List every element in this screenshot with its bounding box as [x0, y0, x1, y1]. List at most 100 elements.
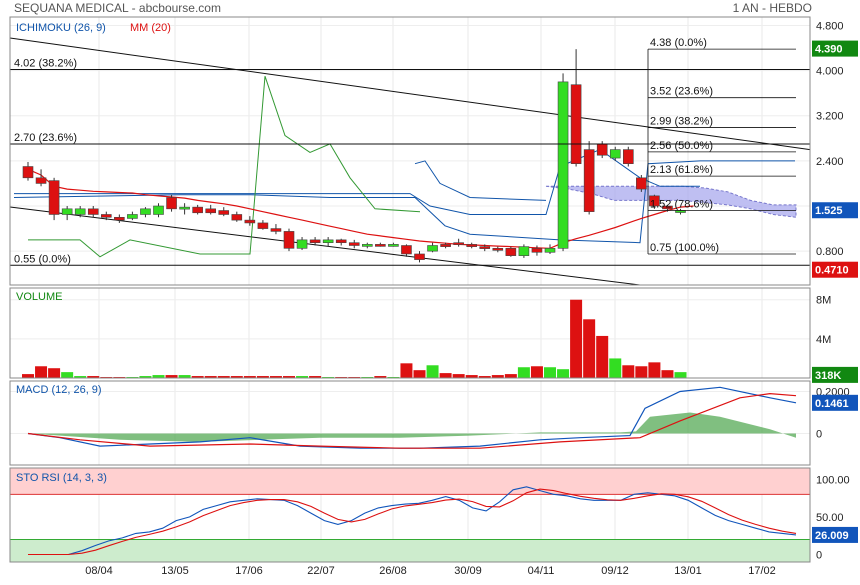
macd-badge-bg: [812, 394, 858, 411]
volume-bar: [191, 376, 204, 378]
candle-body: [479, 246, 491, 249]
candle-body: [166, 197, 177, 210]
candle-body: [22, 166, 34, 179]
volume-bar: [557, 369, 570, 378]
candle-body: [570, 84, 582, 164]
volume-axis-tick: 4M: [816, 334, 831, 346]
volume-bar: [296, 376, 309, 378]
price-axis-tick: 2.400: [816, 156, 844, 168]
low-price-badge: 0.4710: [815, 265, 849, 277]
fib-retrace-label: 4.38 (0.0%): [650, 37, 707, 49]
fib-retrace-label: 2.56 (50.0%): [650, 140, 713, 152]
ichimoku-tenkan-line: [14, 149, 700, 215]
fib-retrace-label: 0.75 (100.0%): [650, 242, 719, 254]
x-axis-label: 04/11: [528, 565, 555, 577]
volume-bar: [583, 319, 596, 378]
candle-body: [101, 214, 112, 218]
volume-bar: [635, 366, 648, 378]
volume-bar: [217, 376, 230, 378]
macd-badge: 0.1461: [815, 398, 849, 410]
chart-title: SEQUANA MEDICAL - abcbourse.com: [14, 1, 221, 15]
x-axis-label: 08/04: [85, 565, 113, 577]
candle-body: [114, 216, 125, 221]
last-price-badge: 4.390: [815, 44, 843, 56]
stoch-d-line: [28, 488, 797, 556]
volume-bar: [269, 376, 282, 378]
candle-body: [531, 248, 543, 253]
panel-frame-price: [9, 16, 811, 286]
fib-retrace-label: 1.52 (78.6%): [650, 199, 713, 211]
volume-bar: [204, 376, 217, 378]
overbought-band: [10, 468, 810, 495]
candle-body: [662, 205, 673, 210]
close-price-badge: 1.525: [815, 205, 843, 217]
volume-bar: [661, 370, 674, 378]
macd-signal-line: [27, 392, 797, 449]
candle-body: [192, 206, 203, 214]
candle-body: [309, 239, 321, 243]
chart-period: 1 AN - HEBDO: [732, 1, 812, 15]
candle-body: [453, 242, 464, 245]
volume-bar: [283, 376, 295, 378]
price-axis-tick: 0.800: [816, 246, 844, 258]
candle-body: [270, 228, 282, 232]
x-axis-label: 17/06: [235, 565, 263, 577]
stoch-label: STO RSI (14, 3, 3): [16, 472, 107, 484]
candle-body: [505, 248, 517, 256]
candle-body: [322, 239, 334, 243]
volume-bar: [478, 376, 491, 378]
candle-body: [466, 244, 478, 247]
volume-bar: [243, 376, 256, 378]
x-axis-label: 13/01: [674, 565, 702, 577]
volume-bar: [426, 365, 439, 378]
close-price-badge-bg: [812, 202, 858, 219]
x-axis-label: 22/07: [307, 565, 335, 577]
candle-body: [414, 253, 425, 260]
candle-body: [557, 81, 569, 249]
x-axis-label: 30/09: [454, 565, 482, 577]
panel-background-layer: [10, 468, 810, 562]
ichimoku-cloud: [545, 185, 797, 218]
volume-bar: [230, 376, 243, 378]
candle-body: [218, 210, 230, 215]
volume-bar: [35, 366, 48, 378]
macd-axis-tick: 0: [816, 429, 822, 441]
candle-body: [609, 149, 621, 159]
x-axis-label: 26/08: [379, 565, 407, 577]
macd-layer: [27, 386, 797, 449]
panel-frame-macd: [9, 380, 811, 466]
trendline-lower: [9, 206, 641, 286]
candle-body: [87, 208, 99, 215]
volume-bar: [504, 374, 517, 378]
candle-body: [179, 206, 190, 210]
candle-body: [636, 177, 647, 190]
candle-body: [127, 214, 138, 219]
fib-level-label: 0.55 (0.0%): [14, 253, 71, 265]
fib-retrace-label: 2.13 (61.8%): [650, 164, 713, 176]
stoch-rsi-layer: [28, 486, 797, 556]
volume-bar: [452, 374, 465, 378]
fib-retrace-label: 2.99 (38.2%): [650, 116, 713, 128]
price-axis-tick: 4.800: [816, 20, 844, 32]
candle-body: [348, 242, 360, 246]
candle-body: [48, 180, 60, 215]
candle-body: [649, 195, 660, 207]
candle-body: [544, 248, 556, 253]
x-axis-label: 09/12: [601, 565, 629, 577]
volume-bar: [517, 367, 530, 378]
candle-body: [492, 248, 504, 251]
oversold-band: [10, 539, 810, 562]
candle-body: [622, 149, 634, 164]
volume-bar: [256, 376, 269, 378]
candle-body: [361, 244, 373, 247]
fib-level-label: 2.70 (23.6%): [14, 132, 77, 144]
volume-bar: [309, 376, 322, 378]
volume-bar: [48, 368, 61, 378]
volume-bar: [22, 374, 34, 378]
candle-body: [401, 245, 412, 255]
ichimoku-chikou-line: [28, 76, 421, 258]
trendline-upper: [9, 37, 811, 151]
candle-body: [61, 208, 73, 215]
